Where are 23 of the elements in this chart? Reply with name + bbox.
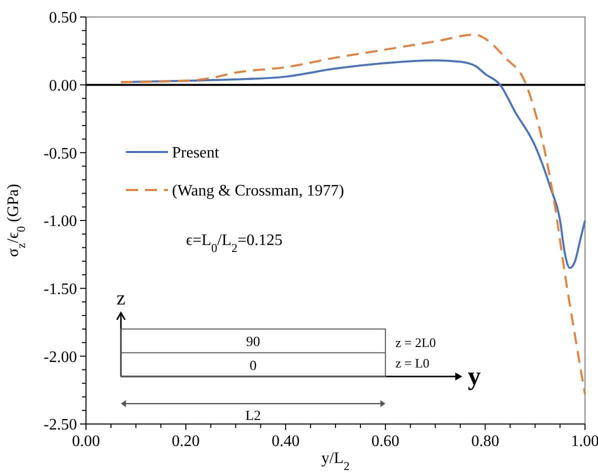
y-tick-label: -0.50: [44, 145, 77, 162]
annotation: L2: [245, 408, 261, 424]
legend-label: Present: [172, 144, 220, 162]
annotation: 90: [246, 335, 260, 350]
x-axis-title: y/L$_{2}$: [321, 450, 350, 473]
y-tick-label: 0.00: [49, 77, 77, 94]
annotation: z: [116, 288, 126, 310]
y-tick-label: -2.00: [44, 348, 77, 366]
annotation: ϵ=L$_{0}$/L$_{2}$=0.125: [186, 232, 283, 255]
annotation: 0: [250, 358, 257, 374]
y-tick-label: 0.50: [49, 10, 77, 27]
annotation: z = 2L0: [395, 335, 436, 350]
y-tick-label: -2.50: [44, 416, 77, 434]
annotation: y: [468, 361, 481, 390]
annotation: z = L0: [395, 356, 430, 370]
y-tick-label: -1.50: [44, 280, 77, 298]
x-tick-label: 0.40: [272, 433, 300, 450]
y-tick-label: -1.00: [44, 213, 77, 230]
x-tick-label: 0.00: [72, 433, 100, 450]
x-tick-label: 0.80: [471, 433, 500, 450]
x-tick-label: 0.20: [172, 433, 200, 450]
legend-label: (Wang & Crossman, 1977): [172, 182, 344, 200]
x-tick-label: 0.60: [371, 433, 400, 450]
